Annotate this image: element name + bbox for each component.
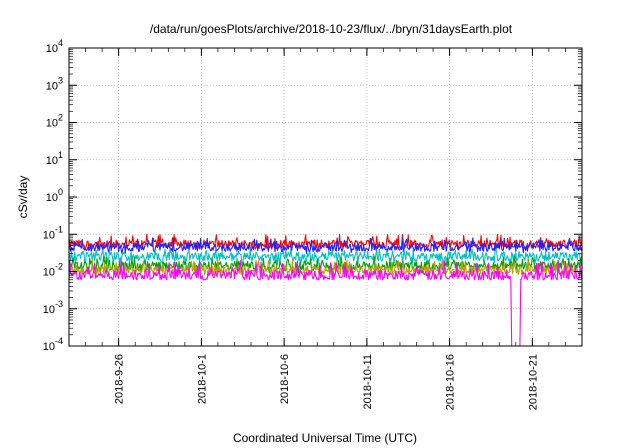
plot-frame [68,47,583,347]
x-tick-label: 2018-10-6 [279,354,291,404]
y-axis: 10-4 10-3 10-2 10-1 100 101 102 103 104 [43,38,582,353]
y-tick-label: 102 [46,113,63,130]
x-axis-title: Coordinated Universal Time (UTC) [233,431,417,445]
y-tick-label: 103 [46,75,63,92]
grid [69,48,582,346]
series-layer [68,233,583,347]
x-tick-label: 2018-9-26 [114,354,126,404]
x-tick-label: 2018-10-16 [445,354,457,410]
y-tick-label: 101 [46,150,63,167]
x-tick-label: 2018-10-1 [196,354,208,404]
series-line [68,248,583,266]
y-tick-label: 10-2 [43,262,63,279]
series-line [68,259,583,276]
y-tick-label: 10-3 [43,299,63,316]
x-tick-label: 2018-10-11 [362,354,374,409]
y-tick-label: 10-4 [43,336,63,353]
y-tick-label: 10-1 [43,224,63,241]
x-axis: 2018-9-26 2018-10-1 2018-10-6 2018-10-11 201… [68,48,583,410]
series-line [68,237,583,255]
series-line [68,259,583,347]
y-tick-label: 100 [46,187,63,204]
y-axis-title: cSv/day [16,176,30,219]
y-tick-label: 104 [46,38,63,55]
chart-title: /data/run/goesPlots/archive/2018-10-23/f… [150,22,513,36]
x-tick-label: 2018-10-21 [527,354,539,410]
